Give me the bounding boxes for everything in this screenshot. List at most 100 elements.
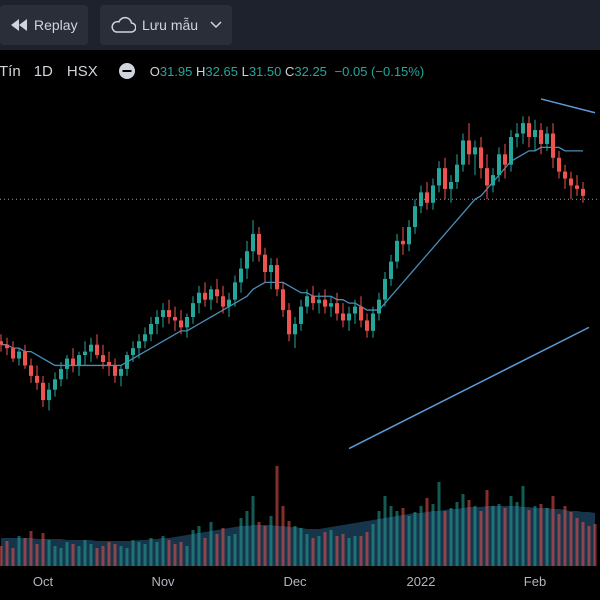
exchange-label[interactable]: HSX	[66, 62, 98, 80]
candle-body[interactable]	[0, 341, 3, 345]
candle-body[interactable]	[479, 147, 483, 169]
candle-body[interactable]	[131, 348, 135, 356]
candle-body[interactable]	[461, 140, 465, 165]
candle-body[interactable]	[563, 171, 567, 179]
candle-body[interactable]	[317, 299, 321, 304]
candle-body[interactable]	[179, 320, 183, 328]
candle-body[interactable]	[407, 227, 411, 245]
candle-body[interactable]	[59, 368, 63, 380]
candle-body[interactable]	[473, 147, 477, 155]
candle-body[interactable]	[329, 303, 333, 307]
interval-label[interactable]: 1D	[33, 62, 53, 80]
candle-body[interactable]	[23, 351, 27, 366]
candle-body[interactable]	[413, 206, 417, 227]
candle-body[interactable]	[215, 289, 219, 297]
candle-body[interactable]	[539, 130, 543, 144]
save-template-button[interactable]: Lưu mẫu	[100, 5, 232, 45]
candle-body[interactable]	[341, 313, 345, 321]
candle-body[interactable]	[197, 292, 201, 304]
candle-body[interactable]	[305, 296, 309, 307]
candle-body[interactable]	[359, 306, 363, 321]
candle-body[interactable]	[161, 310, 165, 317]
symbol-name[interactable]: Tín	[0, 62, 21, 80]
candle-body[interactable]	[89, 344, 93, 352]
candle-body[interactable]	[365, 320, 369, 331]
candle-body[interactable]	[137, 341, 141, 349]
candle-body[interactable]	[5, 344, 9, 349]
candle-body[interactable]	[119, 368, 123, 376]
candle-body[interactable]	[569, 178, 573, 186]
trendline[interactable]	[348, 326, 590, 450]
candle-body[interactable]	[443, 168, 447, 189]
price-chart[interactable]: Oct Nov Dec 2022 Feb	[0, 52, 600, 600]
candle-body[interactable]	[431, 185, 435, 203]
candle-body[interactable]	[557, 157, 561, 172]
candle-body[interactable]	[383, 278, 387, 300]
candle-body[interactable]	[53, 379, 57, 390]
candle-body[interactable]	[221, 296, 225, 307]
candle-body[interactable]	[71, 358, 75, 366]
candle-body[interactable]	[29, 365, 33, 376]
candle-body[interactable]	[371, 313, 375, 331]
candle-body[interactable]	[545, 133, 549, 144]
candle-body[interactable]	[95, 344, 99, 356]
replay-button[interactable]: Replay	[0, 5, 88, 45]
candle-body[interactable]	[551, 133, 555, 158]
collapse-legend-icon[interactable]	[118, 62, 136, 80]
candle-body[interactable]	[143, 334, 147, 342]
candle-body[interactable]	[113, 365, 117, 376]
candle-body[interactable]	[281, 289, 285, 311]
candle-body[interactable]	[191, 303, 195, 317]
candle-body[interactable]	[497, 154, 501, 176]
candle-body[interactable]	[509, 137, 513, 165]
candle-body[interactable]	[299, 306, 303, 324]
candle-body[interactable]	[233, 282, 237, 300]
candle-body[interactable]	[455, 164, 459, 182]
candle-body[interactable]	[77, 355, 81, 366]
candle-body[interactable]	[335, 303, 339, 314]
candle-body[interactable]	[353, 306, 357, 314]
candle-body[interactable]	[401, 240, 405, 245]
candle-body[interactable]	[149, 323, 153, 335]
candle-body[interactable]	[209, 289, 213, 300]
candle-body[interactable]	[521, 123, 525, 134]
candle-body[interactable]	[275, 265, 279, 290]
candle-body[interactable]	[155, 317, 159, 324]
candle-body[interactable]	[101, 355, 105, 362]
candle-body[interactable]	[251, 233, 255, 252]
candle-body[interactable]	[581, 188, 585, 196]
candle-body[interactable]	[575, 185, 579, 189]
candle-body[interactable]	[467, 140, 471, 155]
candle-body[interactable]	[377, 299, 381, 314]
candle-body[interactable]	[425, 192, 429, 203]
candle-body[interactable]	[41, 382, 45, 401]
chevron-down-icon[interactable]	[210, 21, 222, 29]
candle-body[interactable]	[239, 268, 243, 283]
candle-body[interactable]	[437, 168, 441, 186]
candle-body[interactable]	[245, 251, 249, 269]
candle-body[interactable]	[389, 261, 393, 279]
candle-body[interactable]	[449, 182, 453, 189]
candle-body[interactable]	[419, 192, 423, 207]
candle-body[interactable]	[347, 313, 351, 321]
candle-body[interactable]	[125, 355, 129, 369]
candle-body[interactable]	[323, 299, 327, 307]
candle-body[interactable]	[203, 292, 207, 300]
candle-body[interactable]	[485, 168, 489, 186]
candle-body[interactable]	[527, 123, 531, 137]
candle-body[interactable]	[107, 362, 111, 366]
candle-body[interactable]	[17, 351, 21, 359]
candle-body[interactable]	[65, 358, 69, 369]
candle-body[interactable]	[533, 130, 537, 137]
candle-body[interactable]	[395, 240, 399, 262]
candle-body[interactable]	[311, 296, 315, 304]
trendline[interactable]	[540, 98, 596, 114]
candle-body[interactable]	[515, 133, 519, 137]
candle-body[interactable]	[269, 265, 273, 272]
candle-body[interactable]	[227, 299, 231, 307]
candle-body[interactable]	[257, 233, 261, 255]
candle-body[interactable]	[293, 323, 297, 335]
candle-body[interactable]	[503, 154, 507, 165]
candle-body[interactable]	[287, 310, 291, 335]
candle-body[interactable]	[185, 317, 189, 328]
